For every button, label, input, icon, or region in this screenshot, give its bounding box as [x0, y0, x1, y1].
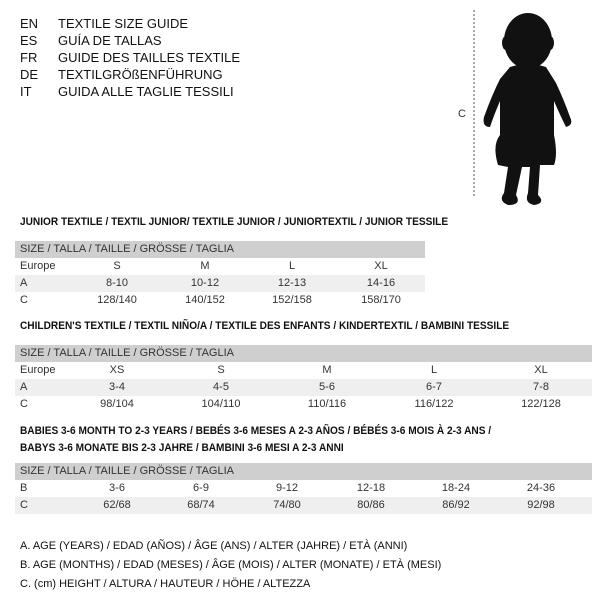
- legend-b: B. AGE (MONTHS) / EDAD (MESES) / ÂGE (MO…: [20, 559, 442, 571]
- child-silhouette-icon: [473, 10, 572, 205]
- title-fr: FR GUIDE DES TAILLES TEXTILE: [20, 49, 240, 66]
- cell: L: [430, 364, 438, 376]
- cell: 74/80: [273, 499, 301, 511]
- junior-section-title: JUNIOR TEXTILE / TEXTIL JUNIOR/ TEXTILE …: [20, 216, 449, 228]
- row-label: B: [20, 482, 28, 494]
- lang-code: IT: [20, 84, 32, 99]
- header-label: SIZE / TALLA / TAILLE / GRÖSSE / TAGLIA: [20, 347, 234, 359]
- cell: 140/152: [185, 294, 225, 306]
- cell: 128/140: [97, 294, 137, 306]
- cell: 62/68: [103, 499, 131, 511]
- legend-a: A. AGE (YEARS) / EDAD (AÑOS) / ÂGE (ANS)…: [20, 540, 408, 552]
- cell: S: [217, 364, 225, 376]
- cell: 116/122: [414, 398, 454, 410]
- title-it: IT GUIDA ALLE TAGLIE TESSILI: [20, 83, 234, 100]
- row-label: A: [20, 277, 28, 289]
- cell: 122/128: [521, 398, 561, 410]
- cell: 92/98: [527, 499, 555, 511]
- row-label: A: [20, 381, 28, 393]
- cell: 68/74: [187, 499, 215, 511]
- table-header: SIZE / TALLA / TAILLE / GRÖSSE / TAGLIA: [15, 345, 592, 362]
- title-es: ES GUÍA DE TALLAS: [20, 32, 162, 49]
- table-row: Europe XS S M L XL: [15, 362, 592, 379]
- cell: M: [200, 260, 210, 272]
- header-label: SIZE / TALLA / TAILLE / GRÖSSE / TAGLIA: [20, 465, 234, 477]
- cell: 18-24: [441, 482, 471, 494]
- cell: 12-13: [277, 277, 307, 289]
- babies-section-title-line2: BABYS 3-6 MONATE BIS 2-3 JAHRE / BAMBINI…: [20, 442, 344, 454]
- junior-size-table: SIZE / TALLA / TAILLE / GRÖSSE / TAGLIA …: [15, 241, 425, 309]
- cell: 3-4: [109, 381, 125, 393]
- cell: 86/92: [442, 499, 470, 511]
- table-row: A 8-10 10-12 12-13 14-16: [15, 275, 425, 292]
- children-size-table: SIZE / TALLA / TAILLE / GRÖSSE / TAGLIA …: [15, 345, 592, 413]
- cell: 9-12: [275, 482, 299, 494]
- cell: 24-36: [526, 482, 556, 494]
- cell: 158/170: [361, 294, 401, 306]
- cell: 7-8: [533, 381, 549, 393]
- row-label: C: [20, 499, 28, 511]
- cell: 152/158: [272, 294, 312, 306]
- cell: 104/110: [201, 398, 241, 410]
- legend: A. AGE (YEARS) / EDAD (AÑOS) / ÂGE (ANS)…: [20, 537, 441, 594]
- table-row: B 3-6 6-9 9-12 12-18 18-24 24-36: [15, 480, 592, 497]
- header-label: SIZE / TALLA / TAILLE / GRÖSSE / TAGLIA: [20, 243, 234, 255]
- cell: 5-6: [319, 381, 335, 393]
- language-titles: EN TEXTILE SIZE GUIDE ES GUÍA DE TALLAS FR…: [0, 15, 300, 105]
- table-header: SIZE / TALLA / TAILLE / GRÖSSE / TAGLIA: [15, 241, 425, 258]
- cell: 80/86: [357, 499, 385, 511]
- cell: 3-6: [109, 482, 125, 494]
- babies-section-title-line1: BABIES 3-6 MONTH TO 2-3 YEARS / BEBÉS 3-…: [20, 425, 492, 437]
- title-de: DE TEXTILGRÖßENFÜHRUNG: [20, 66, 223, 83]
- babies-size-table: SIZE / TALLA / TAILLE / GRÖSSE / TAGLIA …: [15, 463, 592, 514]
- row-label: C: [20, 398, 28, 410]
- table-row: C 98/104 104/110 110/116 116/122 122/128: [15, 396, 592, 413]
- cell: XL: [374, 260, 388, 272]
- title-en: EN TEXTILE SIZE GUIDE: [20, 15, 188, 32]
- cell: 8-10: [105, 277, 129, 289]
- table-row: Europe S M L XL: [15, 258, 425, 275]
- lang-title: GUIDA ALLE TAGLIE TESSILI: [58, 84, 234, 99]
- lang-code: EN: [20, 16, 39, 31]
- cell: 98/104: [100, 398, 134, 410]
- legend-c: C. (cm) HEIGHT / ALTURA / HAUTEUR / HÖHE…: [20, 578, 311, 590]
- cell: 110/116: [307, 398, 347, 410]
- children-section-title: CHILDREN'S TEXTILE / TEXTIL NIÑO/A / TEX…: [20, 320, 510, 332]
- cell: 4-5: [213, 381, 229, 393]
- row-label: C: [20, 294, 28, 306]
- row-label: Europe: [20, 260, 56, 272]
- row-label: Europe: [20, 364, 56, 376]
- cell: 6-7: [426, 381, 442, 393]
- lang-title: TEXTILGRÖßENFÜHRUNG: [58, 67, 223, 82]
- cell: L: [288, 260, 296, 272]
- cell: 10-12: [190, 277, 220, 289]
- lang-code: FR: [20, 50, 38, 65]
- lang-title: GUÍA DE TALLAS: [58, 33, 162, 48]
- lang-title: GUIDE DES TAILLES TEXTILE: [58, 50, 241, 65]
- table-header: SIZE / TALLA / TAILLE / GRÖSSE / TAGLIA: [15, 463, 592, 480]
- cell: M: [322, 364, 332, 376]
- table-row: A 3-4 4-5 5-6 6-7 7-8: [15, 379, 592, 396]
- cell: 14-16: [366, 277, 396, 289]
- cell: 6-9: [193, 482, 209, 494]
- table-row: C 128/140 140/152 152/158 158/170: [15, 292, 425, 309]
- cell: XS: [109, 364, 125, 376]
- cell: XL: [534, 364, 548, 376]
- lang-code: ES: [20, 33, 38, 48]
- cell: 12-18: [356, 482, 386, 494]
- lang-title: TEXTILE SIZE GUIDE: [58, 16, 189, 31]
- table-row: C 62/68 68/74 74/80 80/86 86/92 92/98: [15, 497, 592, 514]
- height-measure-label: C: [458, 108, 466, 120]
- lang-code: DE: [20, 67, 39, 82]
- cell: S: [113, 260, 121, 272]
